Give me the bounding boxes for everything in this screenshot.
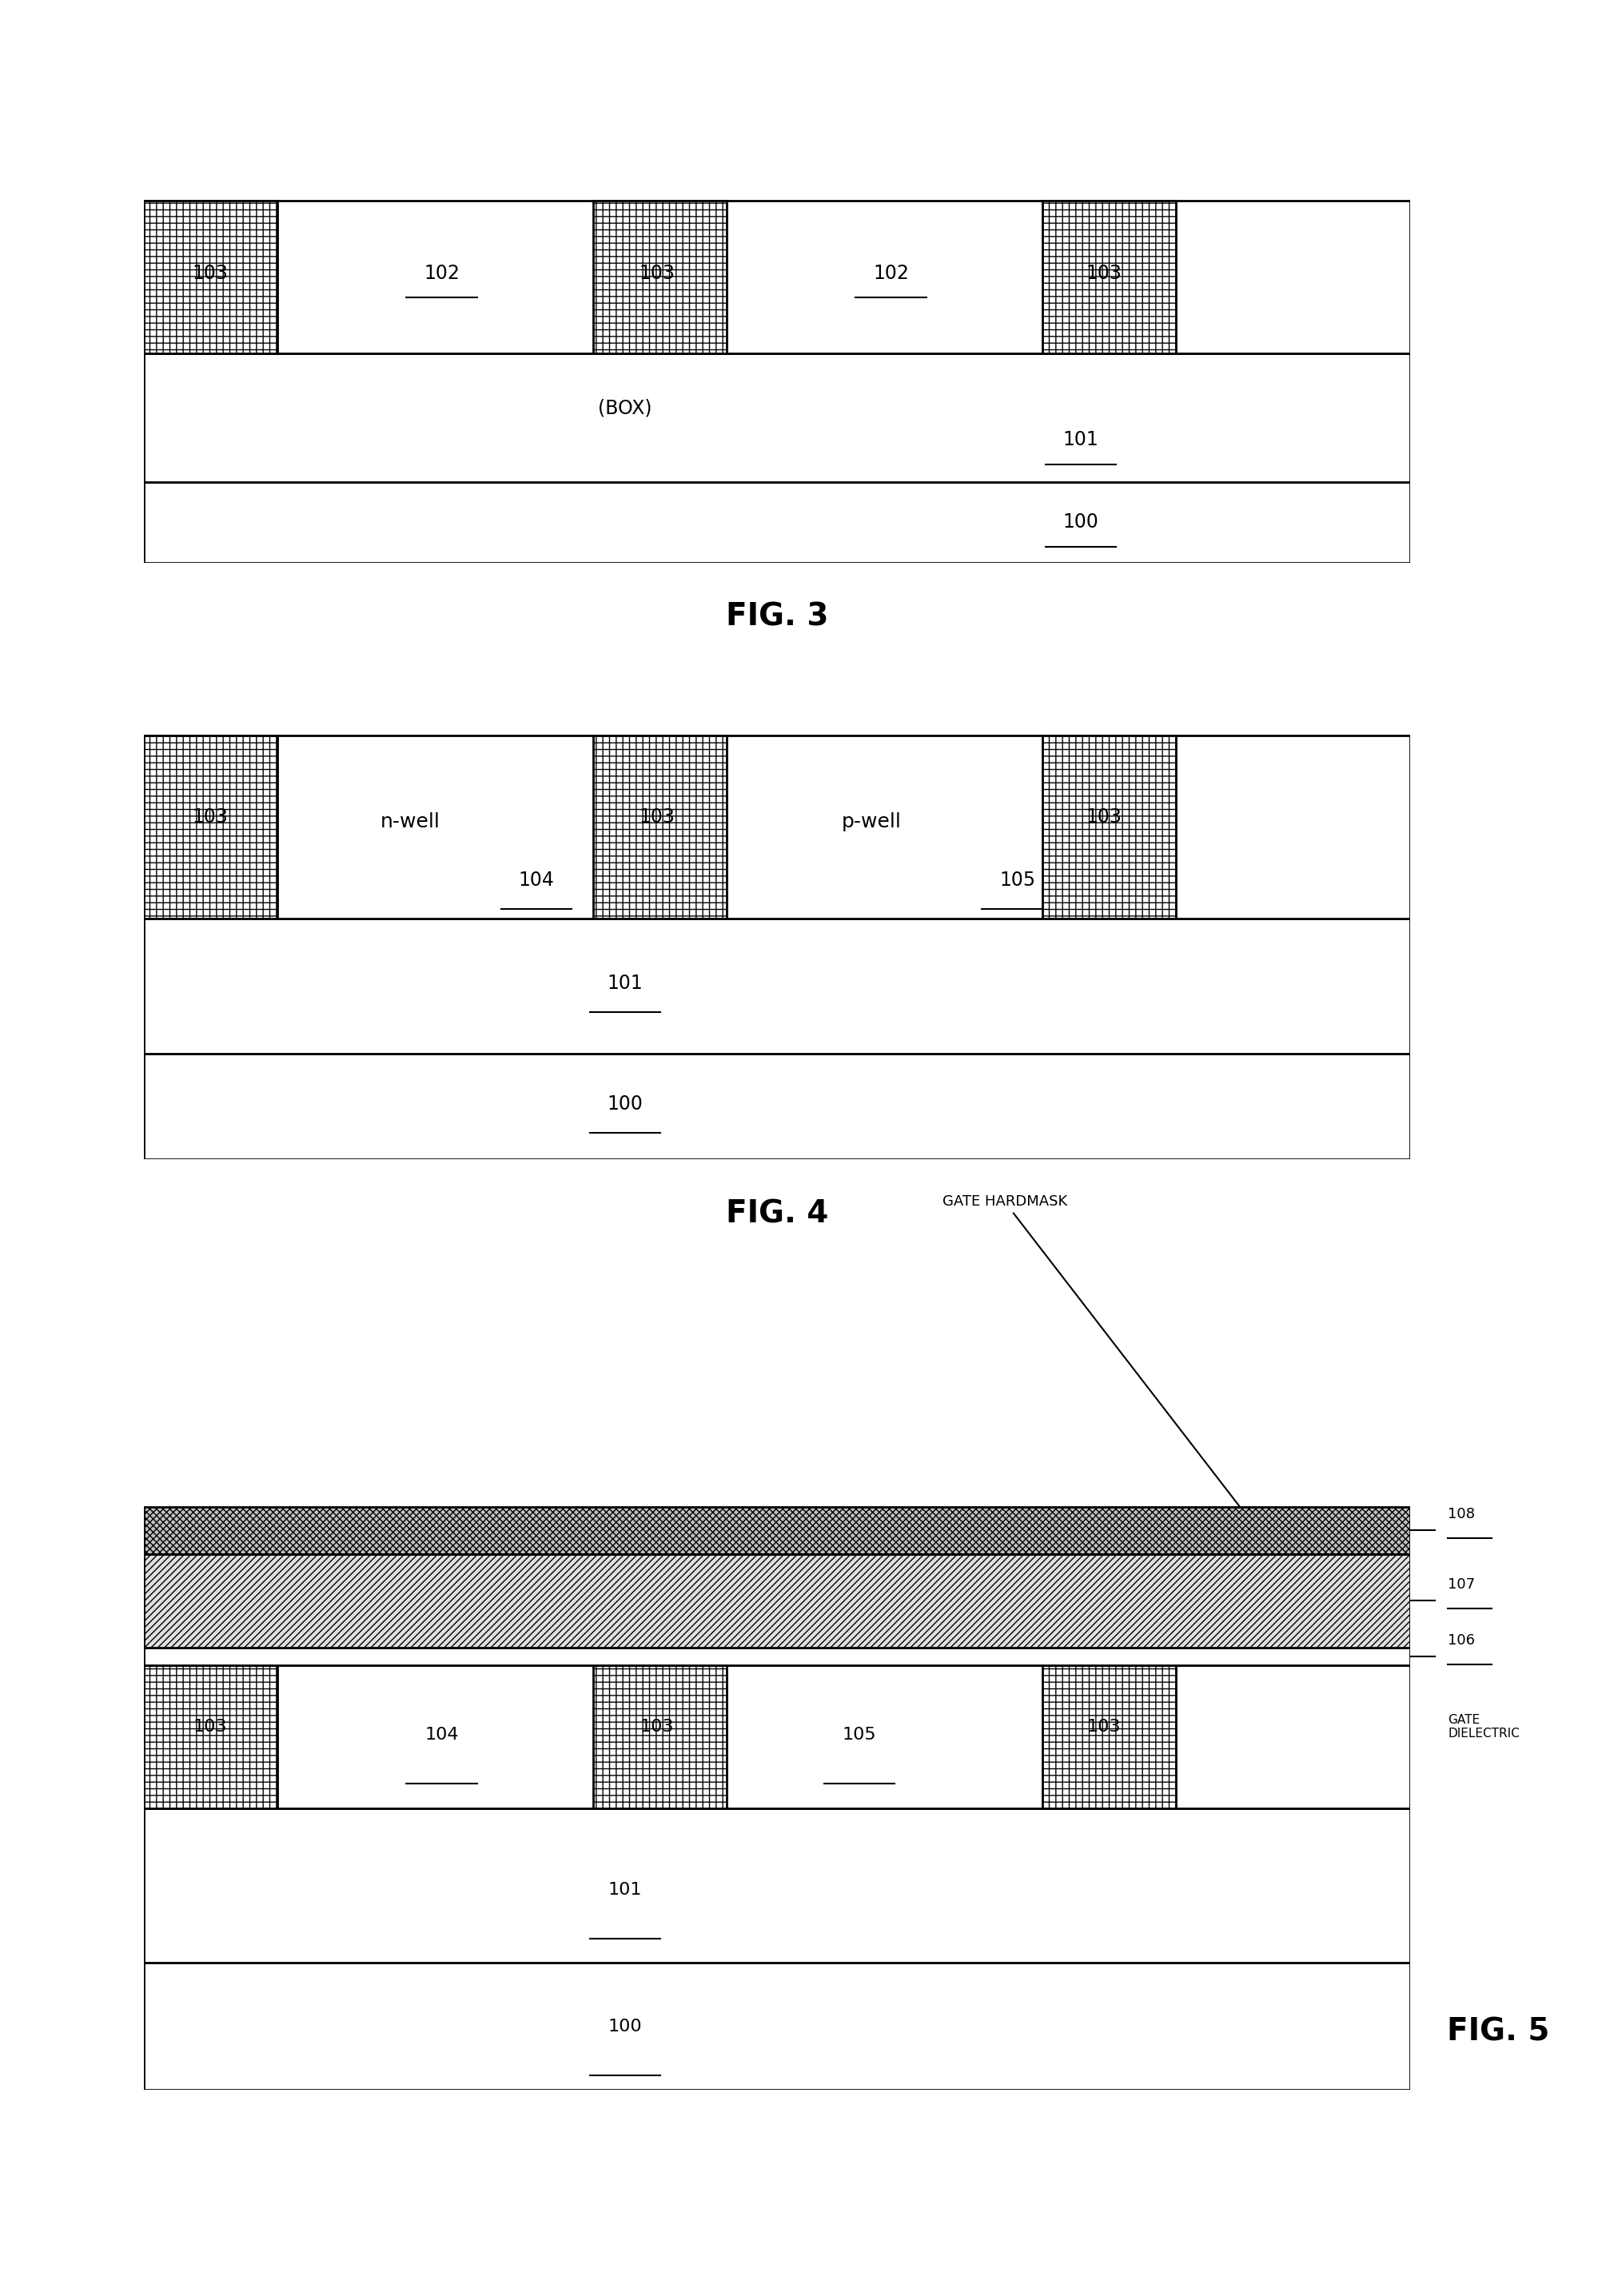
Text: 103: 103 — [192, 808, 227, 827]
Bar — [144, 735, 277, 918]
Text: 108: 108 — [1448, 1506, 1475, 1522]
Text: GATE ELECTRODE: GATE ELECTRODE — [508, 1593, 666, 1607]
Bar — [144, 1054, 1410, 1159]
Bar — [144, 1554, 1410, 1649]
Bar — [144, 1809, 1410, 1963]
Text: 100: 100 — [1062, 512, 1099, 533]
Text: 101: 101 — [1062, 429, 1099, 450]
Text: 105: 105 — [1000, 870, 1035, 889]
Text: 101: 101 — [607, 974, 642, 994]
Bar — [144, 1665, 1410, 1809]
Bar — [1043, 202, 1176, 354]
Bar — [1043, 202, 1176, 354]
Text: n-well: n-well — [380, 813, 441, 831]
Text: FIG. 3: FIG. 3 — [726, 602, 828, 631]
Text: 101: 101 — [609, 1883, 642, 1899]
Text: 103: 103 — [1086, 1720, 1120, 1736]
Text: FIG. 5: FIG. 5 — [1447, 2016, 1549, 2048]
Text: 104: 104 — [519, 870, 554, 889]
Text: GATE
DIELECTRIC: GATE DIELECTRIC — [1448, 1713, 1519, 1740]
Text: 104: 104 — [425, 1727, 458, 1743]
Text: (BOX): (BOX) — [598, 397, 652, 418]
Bar — [593, 1665, 726, 1809]
Bar — [144, 202, 277, 354]
Text: 103: 103 — [1086, 808, 1121, 827]
Text: 103: 103 — [1086, 264, 1121, 282]
Bar — [593, 735, 726, 918]
Bar — [593, 202, 726, 354]
Text: 102: 102 — [423, 264, 460, 282]
Bar — [1043, 1665, 1176, 1809]
Bar — [144, 202, 1410, 354]
Bar — [1043, 735, 1176, 918]
Bar — [144, 1665, 277, 1809]
Text: 103: 103 — [192, 264, 227, 282]
Bar — [593, 1665, 726, 1809]
Bar — [144, 354, 1410, 482]
Text: 103: 103 — [639, 808, 674, 827]
Text: 100: 100 — [609, 2018, 642, 2034]
Bar — [144, 1506, 1410, 1554]
Bar — [144, 1963, 1410, 2089]
Bar — [1043, 1665, 1176, 1809]
Bar — [144, 918, 1410, 1054]
Text: 105: 105 — [843, 1727, 876, 1743]
Bar — [144, 202, 277, 354]
Bar — [593, 202, 726, 354]
Text: 103: 103 — [639, 1720, 674, 1736]
Bar — [144, 1649, 1410, 1665]
Bar — [144, 735, 1410, 918]
Text: 102: 102 — [873, 264, 908, 282]
Bar — [1043, 735, 1176, 918]
Bar — [144, 735, 277, 918]
Bar — [144, 1665, 277, 1809]
Text: 106: 106 — [1448, 1632, 1475, 1649]
Text: 103: 103 — [192, 1720, 227, 1736]
Text: 107: 107 — [1448, 1577, 1475, 1591]
Text: FIG. 4: FIG. 4 — [726, 1199, 828, 1228]
Text: 100: 100 — [607, 1095, 642, 1114]
Text: GATE HARDMASK: GATE HARDMASK — [942, 1194, 1256, 1527]
Text: p-well: p-well — [843, 813, 902, 831]
Text: 103: 103 — [639, 264, 674, 282]
Bar — [144, 482, 1410, 563]
Bar — [593, 735, 726, 918]
